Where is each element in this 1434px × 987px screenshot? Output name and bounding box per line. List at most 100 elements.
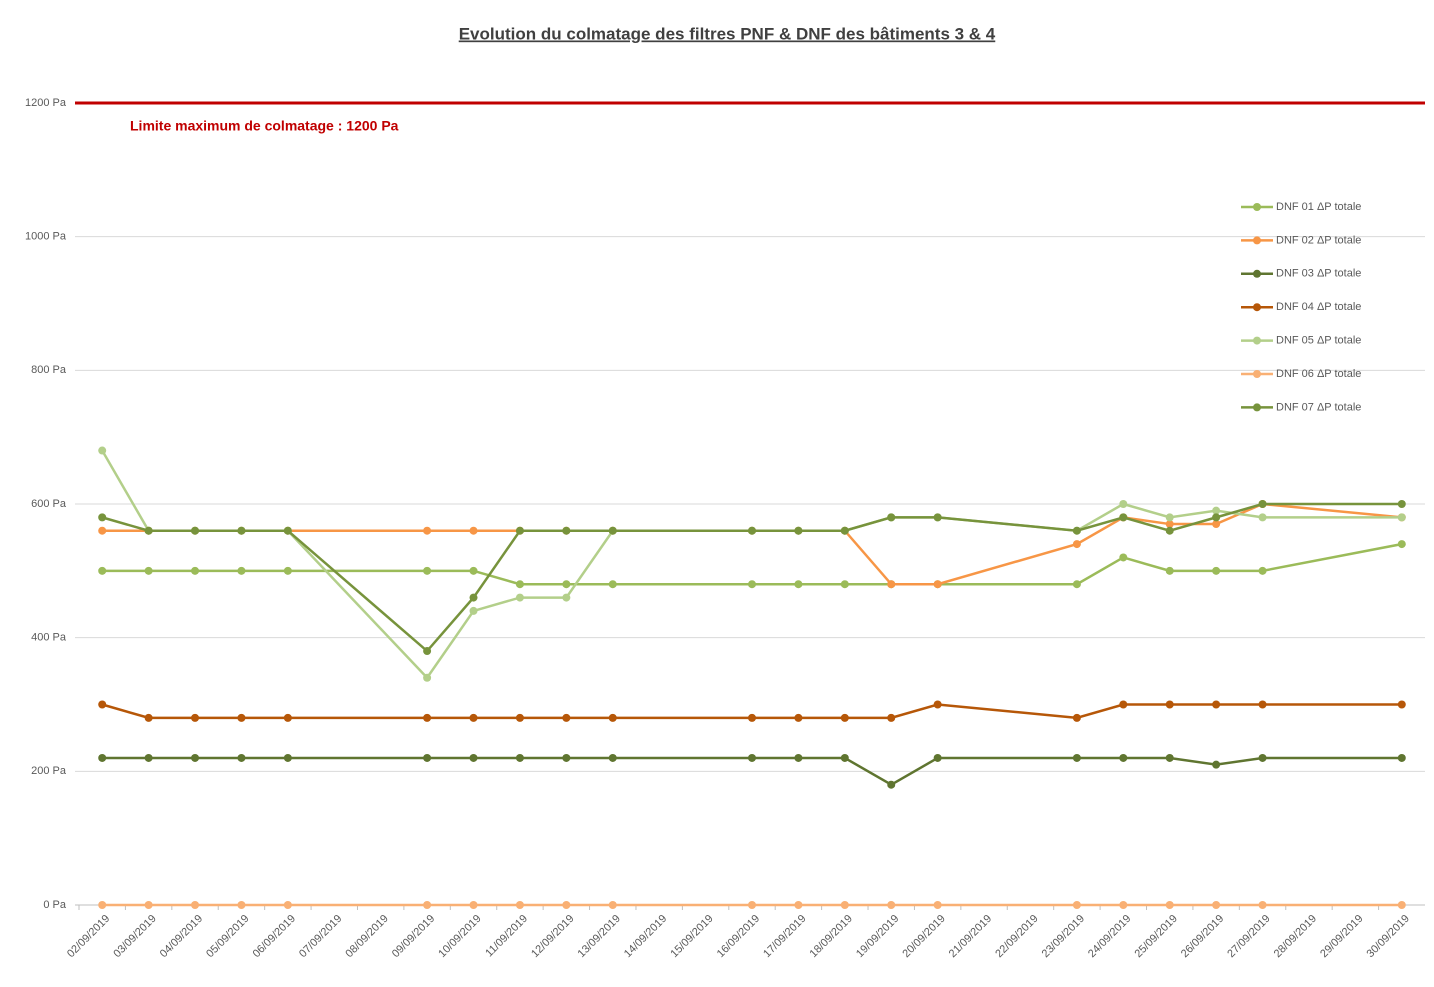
data-point xyxy=(144,566,153,575)
data-point xyxy=(562,580,571,589)
x-tick-label: 25/09/2019 xyxy=(1132,913,1179,960)
legend-marker xyxy=(1253,303,1261,312)
x-tick-label: 22/09/2019 xyxy=(993,913,1040,960)
legend-marker xyxy=(1253,236,1261,245)
data-point xyxy=(1258,753,1267,762)
data-point xyxy=(515,526,524,535)
data-point xyxy=(283,526,292,535)
data-point xyxy=(1397,753,1406,762)
data-point xyxy=(469,753,478,762)
x-tick-label: 13/09/2019 xyxy=(576,913,623,960)
data-point xyxy=(794,713,803,722)
data-point xyxy=(887,713,896,722)
y-tick-label: 1000 Pa xyxy=(25,231,67,243)
legend-label: DNF 07 ΔP totale xyxy=(1276,401,1361,413)
data-point xyxy=(1397,513,1406,522)
y-tick-label: 200 Pa xyxy=(31,765,67,777)
data-point xyxy=(98,901,107,909)
data-point xyxy=(840,901,849,909)
data-point xyxy=(191,566,200,575)
legend-marker xyxy=(1253,336,1261,345)
data-point xyxy=(1072,526,1081,535)
data-point xyxy=(191,713,200,722)
x-tick-label: 26/09/2019 xyxy=(1179,913,1226,960)
series-line xyxy=(102,542,1403,586)
x-tick-label: 29/09/2019 xyxy=(1318,913,1365,960)
data-point xyxy=(562,593,571,602)
data-point xyxy=(144,713,153,722)
data-point xyxy=(887,513,896,522)
data-point xyxy=(1212,901,1221,909)
y-tick-label: 400 Pa xyxy=(31,632,67,644)
data-point xyxy=(1165,513,1174,522)
x-tick-label: 18/09/2019 xyxy=(808,913,855,960)
x-tick-label: 15/09/2019 xyxy=(668,913,715,960)
data-point xyxy=(423,526,432,535)
data-point xyxy=(1119,901,1128,909)
data-point xyxy=(237,713,246,722)
series-line xyxy=(102,502,1402,586)
legend-marker xyxy=(1253,403,1261,412)
data-point xyxy=(423,753,432,762)
data-point xyxy=(283,753,292,762)
data-point xyxy=(98,753,107,762)
data-point xyxy=(1212,760,1221,769)
data-point xyxy=(887,580,896,589)
data-point xyxy=(840,526,849,535)
data-point xyxy=(562,753,571,762)
y-tick-label: 0 Pa xyxy=(43,899,67,911)
data-point xyxy=(1072,753,1081,762)
data-point xyxy=(794,753,803,762)
data-point xyxy=(562,526,571,535)
data-point xyxy=(144,753,153,762)
data-point xyxy=(469,901,478,909)
series-line xyxy=(101,449,1402,680)
x-tick-label: 10/09/2019 xyxy=(436,913,483,960)
data-point xyxy=(1258,700,1267,709)
legend-label: DNF 05 ΔP totale xyxy=(1276,335,1361,347)
data-point xyxy=(794,901,803,909)
data-point xyxy=(608,526,617,535)
data-point xyxy=(144,901,153,909)
data-point xyxy=(608,580,617,589)
x-tick-label: 16/09/2019 xyxy=(715,913,762,960)
data-point xyxy=(1119,700,1128,709)
data-point xyxy=(423,566,432,575)
data-point xyxy=(562,901,571,909)
data-point xyxy=(887,901,896,909)
data-point xyxy=(933,753,942,762)
data-point xyxy=(1212,506,1221,515)
y-tick-label: 800 Pa xyxy=(31,364,67,376)
data-point xyxy=(1212,513,1221,522)
legend-marker xyxy=(1253,370,1261,378)
data-point xyxy=(1165,566,1174,575)
data-point xyxy=(562,713,571,722)
data-point xyxy=(840,753,849,762)
data-point xyxy=(608,901,617,909)
data-point xyxy=(1165,526,1174,535)
data-point xyxy=(98,513,107,522)
x-tick-label: 02/09/2019 xyxy=(65,913,112,960)
x-tick-label: 06/09/2019 xyxy=(251,913,298,960)
x-tick-label: 05/09/2019 xyxy=(204,913,251,960)
data-point xyxy=(840,580,849,589)
data-point xyxy=(933,513,942,522)
data-point xyxy=(515,713,524,722)
data-point xyxy=(748,580,756,589)
data-point xyxy=(1072,713,1081,722)
data-point xyxy=(469,566,478,575)
data-point xyxy=(423,713,432,722)
data-point xyxy=(1258,513,1267,522)
data-point xyxy=(1119,753,1128,762)
data-point xyxy=(423,647,432,656)
x-tick-label: 07/09/2019 xyxy=(297,913,344,960)
data-point xyxy=(98,700,107,709)
data-point xyxy=(1165,520,1174,529)
y-tick-label: 600 Pa xyxy=(31,498,67,510)
data-point xyxy=(515,753,524,762)
data-point xyxy=(840,713,849,722)
data-point xyxy=(1258,566,1267,575)
data-point xyxy=(469,526,478,535)
data-point xyxy=(1165,901,1174,909)
